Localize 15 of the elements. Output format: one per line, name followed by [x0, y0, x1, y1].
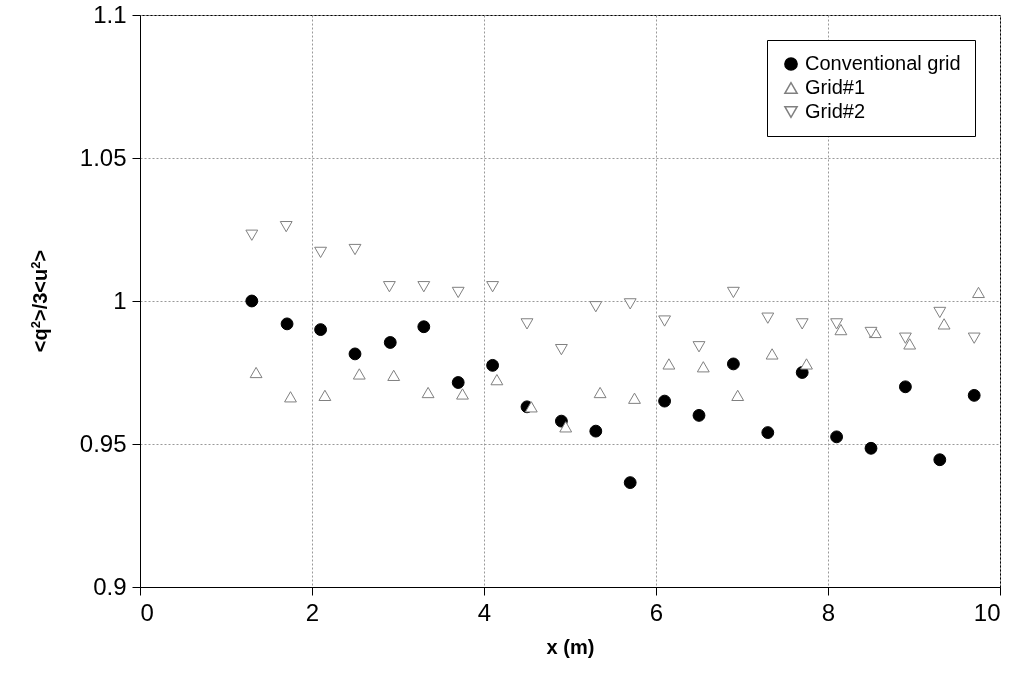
y-tick-label: 1.05 — [79, 143, 127, 171]
x-tick-label: 0 — [140, 598, 154, 626]
x-tick-label: 10 — [973, 598, 1001, 626]
x-tick-label: 4 — [477, 598, 492, 626]
x-tick-label: 8 — [821, 598, 836, 626]
legend-label: Conventional grid — [805, 52, 961, 74]
legend-label: Grid#1 — [805, 76, 866, 98]
x-tick-label: 6 — [649, 598, 664, 626]
y-tick-label: 0.95 — [79, 429, 127, 457]
legend-label: Grid#2 — [805, 100, 866, 122]
y-tick-label: 1 — [113, 286, 127, 314]
y-tick-label: 0.9 — [93, 572, 127, 600]
x-axis-title: x (m) — [546, 635, 595, 658]
x-tick-label: 2 — [305, 598, 320, 626]
y-tick-label: 1.1 — [93, 0, 127, 28]
